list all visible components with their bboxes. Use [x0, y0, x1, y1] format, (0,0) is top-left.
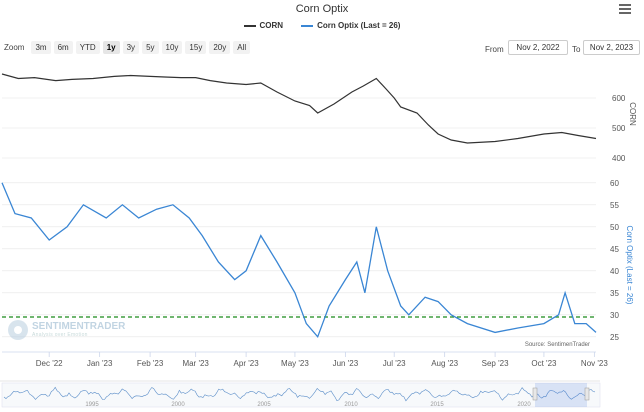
x-tick-label: Dec '22 — [36, 359, 63, 368]
zoom-button-all[interactable]: All — [233, 41, 251, 54]
range-selector: Zoom 3m 6m YTD 1y 3y 5y 10y 15y 20y All — [4, 41, 251, 54]
x-tick-label: Jul '23 — [383, 359, 406, 368]
from-label: From — [485, 45, 504, 54]
optix-tick-label: 30 — [610, 311, 619, 320]
zoom-button-15y[interactable]: 15y — [185, 41, 207, 54]
legend-item-optix[interactable]: Corn Optix (Last = 26) — [301, 21, 400, 30]
optix-tick-label: 60 — [610, 179, 619, 188]
x-tick-label: Aug '23 — [431, 359, 458, 368]
x-tick-label: Sep '23 — [482, 359, 509, 368]
optix-tick-label: 35 — [610, 289, 619, 298]
watermark-name: SENTIMENTRADER — [32, 321, 126, 332]
corn-optix-line — [1, 182, 597, 339]
zoom-button-3m[interactable]: 3m — [31, 41, 51, 54]
x-tick-label: Apr '23 — [234, 359, 260, 368]
navigator-series — [3, 386, 596, 402]
zoom-button-10y[interactable]: 10y — [161, 41, 183, 54]
from-date-input[interactable]: Nov 2, 2022 — [508, 40, 568, 55]
x-tick-label: Jun '23 — [333, 359, 359, 368]
sentimentrader-watermark: SENTIMENTRADER Analysis over Emotion — [8, 320, 125, 340]
corn-axis-title: CORN — [628, 102, 637, 126]
zoom-button-1y[interactable]: 1y — [102, 41, 120, 54]
optix-tick-label: 25 — [610, 333, 619, 342]
chart-title: Corn Optix — [295, 3, 349, 15]
menu-icon[interactable] — [619, 4, 631, 14]
optix-axis-title: Corn Optix (Last = 26) — [625, 226, 634, 305]
navigator-year-label: 2005 — [257, 402, 271, 408]
top-grid — [2, 97, 596, 159]
source-note: Source: SentimenTrader — [525, 342, 590, 348]
zoom-button-3y[interactable]: 3y — [122, 41, 140, 54]
navigator-year-label: 2000 — [171, 402, 185, 408]
optix-tick-label: 50 — [610, 223, 619, 232]
corn-price-line — [1, 73, 597, 144]
zoom-label: Zoom — [4, 43, 25, 52]
watermark-tagline: Analysis over Emotion — [32, 332, 88, 338]
navigator-year-label: 2015 — [430, 402, 444, 408]
navigator-handle-left[interactable] — [532, 387, 538, 401]
bottom-grid — [2, 182, 596, 338]
optix-tick-label: 45 — [610, 245, 619, 254]
x-tick-label: Feb '23 — [137, 359, 164, 368]
optix-tick-label: 40 — [610, 267, 619, 276]
zoom-button-5y[interactable]: 5y — [142, 41, 159, 54]
legend-swatch-optix — [301, 24, 314, 27]
x-axis-ticks: Dec '22 Jan '23 Feb '23 Mar '23 Apr '23 May '… — [2, 351, 608, 368]
legend-label-corn: CORN — [259, 21, 284, 30]
zoom-button-ytd[interactable]: YTD — [75, 41, 100, 54]
navigator-handle-right[interactable] — [584, 387, 590, 401]
navigator-year-label: 1995 — [85, 402, 99, 408]
legend-item-corn[interactable]: CORN — [243, 21, 284, 30]
navigator-background — [1, 382, 601, 408]
to-date-input[interactable]: Nov 2, 2023 — [583, 40, 640, 55]
legend-swatch-corn — [243, 24, 256, 27]
navigator[interactable]: 1995 2000 2005 2010 2015 2020 — [1, 382, 601, 408]
corn-tick-label: 500 — [612, 124, 626, 133]
watermark-logo-icon — [8, 320, 28, 340]
navigator-year-label: 2020 — [517, 402, 531, 408]
x-tick-label: Mar '23 — [182, 359, 209, 368]
legend: CORN Corn Optix (Last = 26) — [0, 21, 644, 30]
x-tick-label: Nov '23 — [581, 359, 608, 368]
x-tick-label: Oct '23 — [531, 359, 557, 368]
legend-label-optix: Corn Optix (Last = 26) — [317, 21, 401, 30]
corn-axis-ticks: 400 500 600 — [612, 94, 626, 163]
optix-axis-ticks: 25 30 35 40 45 50 55 60 — [610, 179, 619, 342]
x-tick-label: Jan '23 — [87, 359, 113, 368]
to-label: To — [572, 45, 581, 54]
corn-tick-label: 400 — [612, 154, 626, 163]
corn-tick-label: 600 — [612, 94, 626, 103]
optix-tick-label: 55 — [610, 201, 619, 210]
zoom-button-6m[interactable]: 6m — [53, 41, 73, 54]
navigator-selection[interactable] — [535, 383, 587, 407]
zoom-button-20y[interactable]: 20y — [209, 41, 231, 54]
navigator-ticks: 1995 2000 2005 2010 2015 2020 — [85, 402, 531, 408]
navigator-year-label: 2010 — [344, 402, 358, 408]
x-tick-label: May '23 — [281, 359, 309, 368]
